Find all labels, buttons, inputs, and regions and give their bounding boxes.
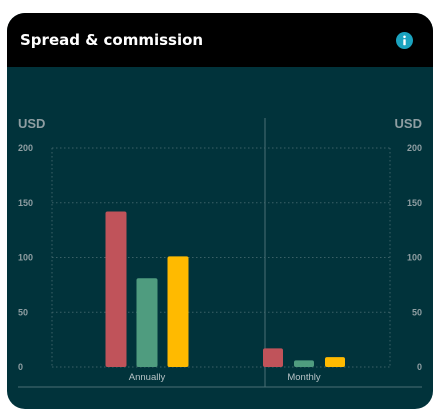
y-tick-label-left: 100 — [18, 253, 33, 263]
y-tick-label-right: 200 — [407, 143, 422, 153]
bar — [167, 256, 189, 367]
y-tick-label-left: 150 — [18, 198, 33, 208]
y-axis-unit-right: USD — [394, 116, 422, 131]
card-header: Spread & commission — [7, 13, 433, 67]
y-tick-label-left: 0 — [18, 362, 23, 372]
y-tick-label-right: 150 — [407, 198, 422, 208]
info-icon[interactable] — [396, 32, 413, 49]
chart-plot: 0 0 50 50 100 100 150 150 200 200 Annually Monthly — [18, 118, 422, 388]
y-tick-label-left: 50 — [18, 307, 28, 317]
bar — [136, 278, 158, 367]
bar — [325, 357, 345, 367]
card-title: Spread & commission — [20, 31, 204, 49]
x-category-label: Annually — [129, 372, 166, 383]
y-tick-label-right: 100 — [407, 253, 422, 263]
y-tick-label-right: 0 — [417, 362, 422, 372]
bar-chart: USD USD 0 0 50 50 100 100 150 150 200 200 Annually… — [7, 113, 433, 403]
x-category-label: Monthly — [287, 372, 321, 383]
spread-commission-card: Spread & commission USD USD 0 0 50 50 100 100… — [7, 13, 433, 409]
bar — [294, 360, 314, 367]
y-tick-label-right: 50 — [412, 307, 422, 317]
bar — [105, 211, 127, 367]
bar — [263, 348, 283, 367]
y-tick-label-left: 200 — [18, 143, 33, 153]
y-axis-unit-left: USD — [18, 116, 46, 131]
